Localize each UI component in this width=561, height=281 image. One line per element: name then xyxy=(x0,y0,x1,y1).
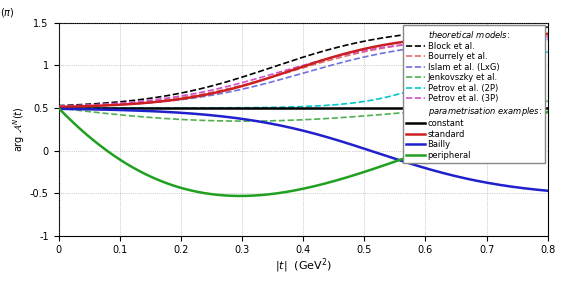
Y-axis label: arg $\mathcal{A}^N(t)$: arg $\mathcal{A}^N(t)$ xyxy=(11,106,27,152)
Text: $(\pi)$: $(\pi)$ xyxy=(0,6,15,19)
X-axis label: $|t|$  (GeV$^2$): $|t|$ (GeV$^2$) xyxy=(274,257,332,275)
Legend: $\mathit{theoretical\ models}$:, Block et al., Bourrely et al., Islam et al. (Lx: $\mathit{theoretical\ models}$:, Block e… xyxy=(403,25,545,163)
